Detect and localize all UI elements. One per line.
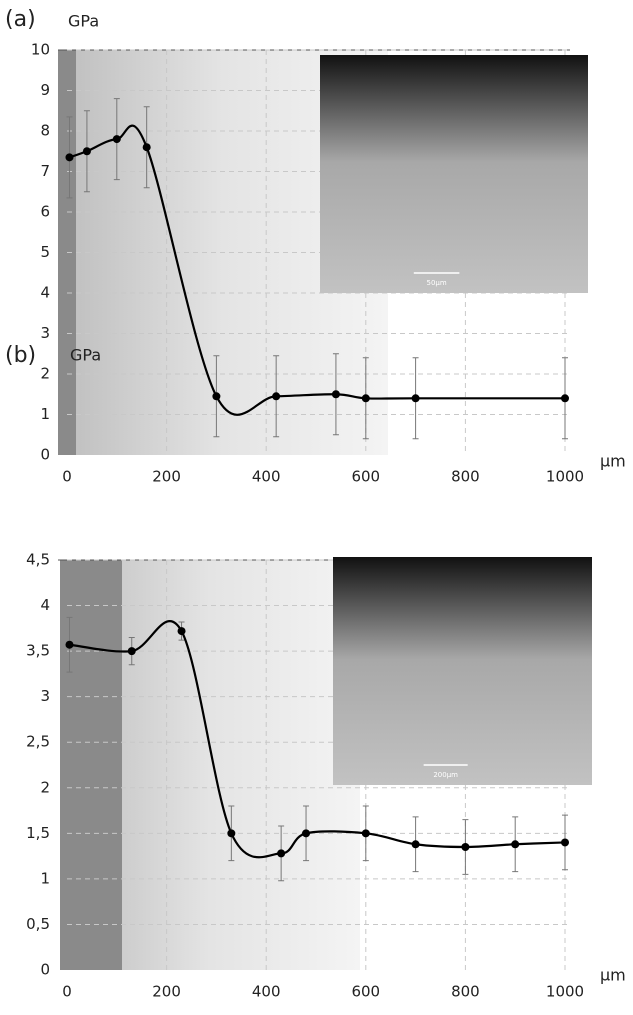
y-tick-label: 0 (40, 961, 50, 979)
data-point (112, 135, 121, 144)
data-point (277, 849, 286, 858)
x-tick-label: 800 (451, 468, 480, 486)
y-tick-label: 10 (31, 41, 50, 59)
data-point (177, 627, 186, 636)
inset-scale-label: 50μm (426, 279, 446, 287)
data-point (561, 838, 569, 847)
data-point (511, 840, 520, 849)
data-point (142, 143, 151, 152)
x-tick-label: 200 (152, 468, 181, 486)
data-point (361, 394, 370, 403)
x-tick-label: 1000 (546, 468, 584, 486)
data-point (411, 840, 420, 849)
inset-scale-label: 200μm (433, 771, 458, 779)
y-tick-label: 4 (40, 596, 50, 614)
data-point (302, 829, 311, 838)
y-tick-label: 6 (40, 203, 50, 221)
data-point (361, 829, 370, 838)
y-tick-label: 0 (40, 446, 50, 464)
x-tick-label: 1000 (546, 983, 584, 1001)
data-point (212, 392, 221, 401)
inset-micrograph (320, 55, 588, 293)
y-tick-label: 3,5 (26, 642, 50, 660)
x-tick-label: 800 (451, 983, 480, 1001)
data-point (65, 640, 74, 649)
x-tick-label: 400 (252, 468, 281, 486)
x-axis-label: μm (600, 452, 626, 471)
y-tick-label: 2,5 (26, 733, 50, 751)
data-point (461, 843, 470, 851)
y-tick-label: 2 (40, 365, 50, 383)
y-axis-label: GPa (70, 346, 101, 365)
data-point (561, 394, 569, 403)
x-axis-label: μm (600, 966, 626, 985)
data-point (82, 147, 91, 156)
x-tick-label: 0 (62, 468, 72, 486)
x-tick-label: 600 (351, 983, 380, 1001)
y-tick-label: 1,5 (26, 824, 50, 842)
y-tick-label: 1 (40, 405, 50, 423)
y-tick-label: 1 (40, 869, 50, 887)
y-tick-label: 0,5 (26, 915, 50, 933)
y-tick-label: 4,5 (26, 551, 50, 569)
x-tick-label: 200 (152, 983, 181, 1001)
data-point (127, 647, 136, 656)
y-tick-label: 4 (40, 284, 50, 302)
x-tick-label: 600 (351, 468, 380, 486)
panel-label: (a) (5, 7, 36, 32)
y-tick-label: 3 (40, 687, 50, 705)
micrograph-dark-layer (60, 560, 122, 970)
y-tick-label: 3 (40, 324, 50, 342)
y-tick-label: 8 (40, 122, 50, 140)
data-point (272, 392, 281, 401)
data-point (227, 829, 236, 838)
data-point (331, 390, 340, 399)
y-axis-label: GPa (68, 12, 99, 31)
data-point (411, 394, 420, 403)
y-tick-label: 2 (40, 778, 50, 796)
y-tick-label: 9 (40, 81, 50, 99)
inset-micrograph (333, 557, 592, 785)
x-tick-label: 400 (252, 983, 281, 1001)
data-point (65, 153, 74, 162)
y-tick-label: 7 (40, 162, 50, 180)
y-tick-label: 5 (40, 243, 50, 261)
panel-label: (b) (5, 343, 36, 368)
x-tick-label: 0 (62, 983, 72, 1001)
